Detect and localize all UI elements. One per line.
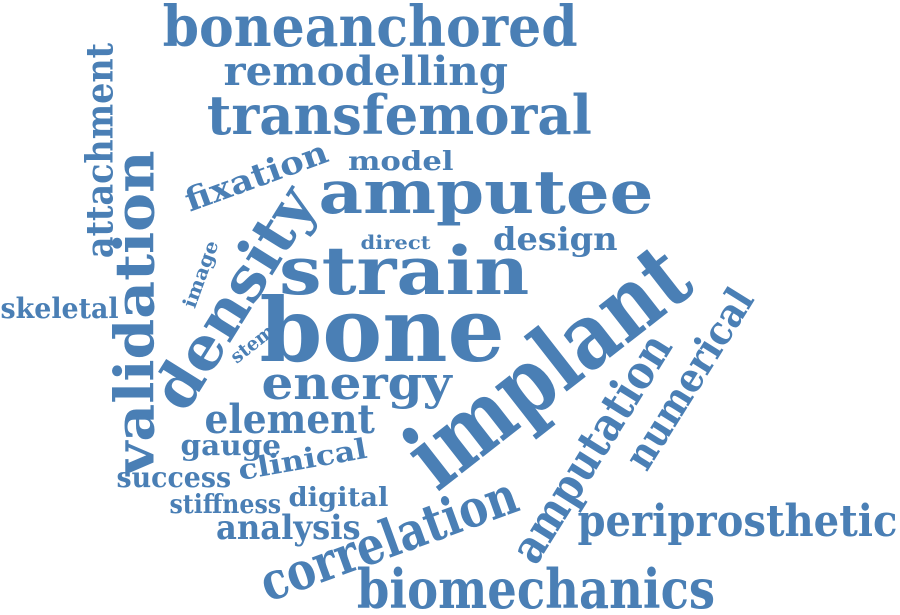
word-gauge: gauge [179, 429, 281, 462]
word-boneanchored: boneanchored [162, 0, 578, 60]
word-remodelling: remodelling [223, 48, 509, 95]
word-bone: bone [259, 278, 505, 382]
word-analysis: analysis [215, 508, 361, 548]
word-design: design [492, 220, 618, 258]
word-skeletal: skeletal [0, 292, 119, 325]
word-stiffness: stiffness [168, 490, 281, 520]
word-direct: direct [360, 231, 430, 254]
word-strain: strain [278, 232, 530, 310]
word-success: success [116, 461, 232, 494]
word-model: model [347, 147, 454, 177]
word-energy: energy [260, 356, 452, 410]
word-biomechanics: biomechanics [356, 557, 716, 615]
word-digital: digital [287, 483, 388, 513]
word-periprosthetic: periprosthetic [576, 496, 897, 547]
word-amputee: amputee [318, 158, 654, 228]
word-element: element [204, 396, 375, 443]
word-transfemoral: transfemoral [206, 83, 592, 147]
